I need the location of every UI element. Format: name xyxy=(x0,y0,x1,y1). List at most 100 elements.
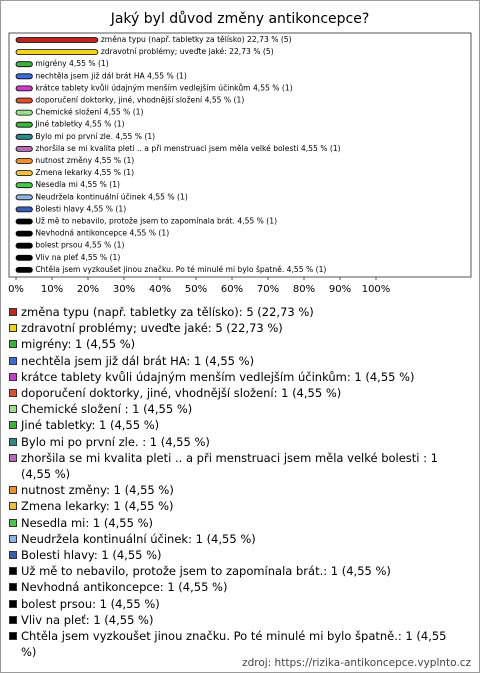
legend-swatch xyxy=(9,437,17,446)
bar-label: změna typu (např. tabletky za tělísko) 2… xyxy=(101,35,292,44)
bar xyxy=(15,49,99,55)
legend-swatch xyxy=(9,534,17,543)
legend-swatch xyxy=(9,599,17,608)
bar xyxy=(15,133,33,140)
bar-label: Bolesti hlavy 4,55 % (1) xyxy=(35,204,126,213)
bar xyxy=(15,85,33,92)
legend-label: Nesedla mi: 1 (4,55 %) xyxy=(21,515,154,530)
bar-label: Vliv na pleť 4,55 % (1) xyxy=(35,253,120,262)
legend-item: krátce tablety kvůli údajným menším vedl… xyxy=(9,369,461,385)
bar xyxy=(15,218,33,225)
bar xyxy=(15,158,33,164)
legend-swatch xyxy=(9,486,17,495)
legend-item: změna typu (např. tabletky za tělísko): … xyxy=(9,304,461,320)
bar-label: Jiné tabletky 4,55 % (1) xyxy=(34,120,124,129)
legend-item: Nevhodná antikoncepce: 1 (4,55 %) xyxy=(9,579,461,595)
chart: Jaký byl důvod změny antikoncepce? 0% 10%… xyxy=(8,11,472,295)
legend-label: Chtěla jsem vyzkoušet jinou značku. Po t… xyxy=(21,629,447,660)
source: zdroj: https://rizika-antikoncepce.vypln… xyxy=(242,657,471,669)
bar-label: doporučení doktorky, jiné, vhodnější slo… xyxy=(35,96,244,105)
legend-item: Chtěla jsem vyzkoušet jinou značku. Po t… xyxy=(9,628,461,660)
legend-item: Zmena lekarky: 1 (4,55 %) xyxy=(9,498,461,514)
bar-label: Nevhodná antikoncepce 4,55 % (1) xyxy=(35,229,169,238)
x-tick-label: 0% xyxy=(8,284,24,295)
bar xyxy=(15,61,33,68)
legend-swatch xyxy=(9,389,17,398)
legend-swatch xyxy=(9,632,17,641)
legend-label: Vliv na pleť: 1 (4,55 %) xyxy=(21,612,154,627)
legend-label: Neudržela kontinuální účinek: 1 (4,55 %) xyxy=(21,531,256,546)
legend-item: Nesedla mi: 1 (4,55 %) xyxy=(9,515,461,531)
legend-item: nutnost změny: 1 (4,55 %) xyxy=(9,482,461,498)
legend-label: bolest prsou: 1 (4,55 %) xyxy=(21,596,160,611)
legend-label: doporučení doktorky, jiné, vhodnější slo… xyxy=(21,386,342,401)
legend-swatch xyxy=(9,518,17,527)
x-tick-label: 40% xyxy=(149,284,171,295)
legend-item: zhoršila se mi kvalita pleti .. a při me… xyxy=(9,450,461,482)
x-tick-label: 90% xyxy=(329,284,351,295)
bar xyxy=(15,230,33,237)
legend-swatch xyxy=(9,583,17,592)
legend-swatch xyxy=(9,324,17,333)
legend-item: Bolesti hlavy: 1 (4,55 %) xyxy=(9,547,461,563)
legend-swatch xyxy=(9,356,17,365)
x-tick-label: 80% xyxy=(293,284,315,295)
legend-label: nutnost změny: 1 (4,55 %) xyxy=(21,483,174,498)
legend-item: bolest prsou: 1 (4,55 %) xyxy=(9,596,461,612)
x-tick-label: 10% xyxy=(41,284,63,295)
bar-label: bolest prsou 4,55 % (1) xyxy=(35,241,124,250)
legend-label: krátce tablety kvůli údajným menším vedl… xyxy=(21,369,415,384)
legend-label: Bolesti hlavy: 1 (4,55 %) xyxy=(21,548,162,563)
bar xyxy=(15,266,33,273)
legend-item: Chemické složení : 1 (4,55 %) xyxy=(9,401,461,417)
legend-label: Zmena lekarky: 1 (4,55 %) xyxy=(21,499,174,514)
bar xyxy=(15,37,99,43)
legend-swatch xyxy=(9,551,17,560)
bar xyxy=(15,194,33,201)
legend-label: Chemické složení : 1 (4,55 %) xyxy=(21,402,193,417)
legend-label: změna typu (např. tabletky za tělísko): … xyxy=(21,305,314,319)
chart-title: Jaký byl důvod změny antikoncepce? xyxy=(110,11,370,27)
bar xyxy=(15,242,33,249)
bar-label: zdravotní problémy; uveďte jaké: 22,73 %… xyxy=(101,47,274,56)
legend-item: nechtěla jsem již dál brát HA: 1 (4,55 %… xyxy=(9,353,461,369)
bar-label: Chemické složení 4,55 % (1) xyxy=(35,108,143,117)
legend-item: Bylo mi po první zle. : 1 (4,55 %) xyxy=(9,434,461,450)
bar-label: Neudržela kontinuální účinek 4,55 % (1) xyxy=(35,192,187,201)
legend-label: nechtěla jsem již dál brát HA: 1 (4,55 %… xyxy=(21,353,255,368)
legend-label: Nevhodná antikoncepce: 1 (4,55 %) xyxy=(21,580,228,595)
legend-item: Jiné tabletky: 1 (4,55 %) xyxy=(9,417,461,433)
legend-label: Bylo mi po první zle. : 1 (4,55 %) xyxy=(21,434,210,449)
legend-item: Vliv na pleť: 1 (4,55 %) xyxy=(9,612,461,628)
legend-label: migrény: 1 (4,55 %) xyxy=(21,337,136,352)
bar xyxy=(15,97,33,104)
bar-label: Už mě to nebavilo, protože jsem to zapom… xyxy=(35,217,277,226)
bar-label: migrény 4,55 % (1) xyxy=(35,59,108,68)
bar xyxy=(15,206,33,213)
x-tick-label: 30% xyxy=(113,284,135,295)
x-tick-label: 50% xyxy=(185,284,207,295)
legend-swatch xyxy=(9,615,17,624)
bar xyxy=(15,109,33,116)
x-tick-label: 20% xyxy=(77,284,99,295)
legend-item: migrény: 1 (4,55 %) xyxy=(9,336,461,352)
legend-swatch xyxy=(9,405,17,414)
bar xyxy=(15,182,33,189)
bar-label: nutnost změny 4,55 % (1) xyxy=(35,156,134,165)
bar-label: Zmena lekarky 4,55 % (1) xyxy=(35,168,134,177)
x-tick-label: 70% xyxy=(257,284,279,295)
legend-swatch xyxy=(9,421,17,430)
legend-swatch xyxy=(9,372,17,381)
legend-label: zhoršila se mi kvalita pleti .. a při me… xyxy=(21,450,438,482)
x-tick-label: 100% xyxy=(362,284,391,295)
x-tick-label: 60% xyxy=(221,284,243,295)
bar-label: zhoršila se mi kvalita pleti .. a při me… xyxy=(35,144,340,153)
legend-item: zdravotní problémy; uveďte jaké: 5 (22,7… xyxy=(9,320,461,336)
legend-label: Jiné tabletky: 1 (4,55 %) xyxy=(21,418,160,433)
bar xyxy=(15,121,33,128)
legend-swatch xyxy=(9,340,17,349)
bar xyxy=(15,145,33,152)
bar-label: Nesedla mi 4,55 % (1) xyxy=(35,180,120,189)
bar xyxy=(15,254,33,261)
